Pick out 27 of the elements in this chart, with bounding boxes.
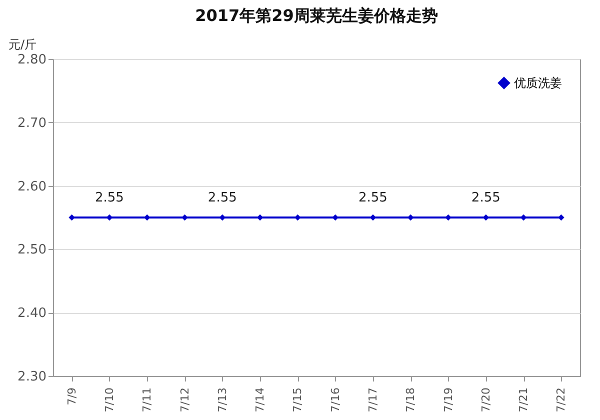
x-tick-label: 7/15 (291, 388, 304, 412)
y-tick-label: 2.40 (18, 306, 46, 322)
x-tick-label: 7/19 (442, 388, 455, 412)
y-tick-label: 2.70 (18, 116, 46, 131)
x-tick-label: 7/17 (366, 388, 380, 412)
x-tick-label: 7/13 (216, 388, 229, 412)
x-tick-label: 7/21 (517, 388, 530, 412)
x-tick-label: 7/9 (65, 388, 78, 406)
x-tick-label: 7/18 (404, 388, 418, 412)
y-axis-title: 元/斤 (8, 38, 37, 52)
y-tick-label: 2.80 (18, 52, 46, 68)
data-label: 2.55 (94, 190, 124, 206)
x-tick-label: 7/22 (554, 388, 568, 412)
data-label: 2.55 (358, 190, 388, 206)
y-tick-label: 2.30 (18, 370, 46, 384)
legend-label: 优质洗姜 (514, 76, 562, 90)
x-tick-label: 7/16 (328, 388, 342, 412)
y-tick-label: 2.50 (18, 242, 46, 258)
x-tick-label: 7/10 (102, 388, 116, 412)
x-tick-label: 7/11 (140, 388, 154, 412)
x-tick-label: 7/12 (178, 388, 192, 412)
data-label: 2.55 (471, 190, 500, 206)
x-tick-label: 7/20 (479, 388, 492, 412)
data-label: 2.55 (208, 190, 237, 206)
x-tick-label: 7/14 (254, 388, 267, 412)
chart-title: 2017年第29周莱芜生姜价格走势 (195, 6, 438, 25)
y-tick-label: 2.60 (18, 179, 46, 194)
